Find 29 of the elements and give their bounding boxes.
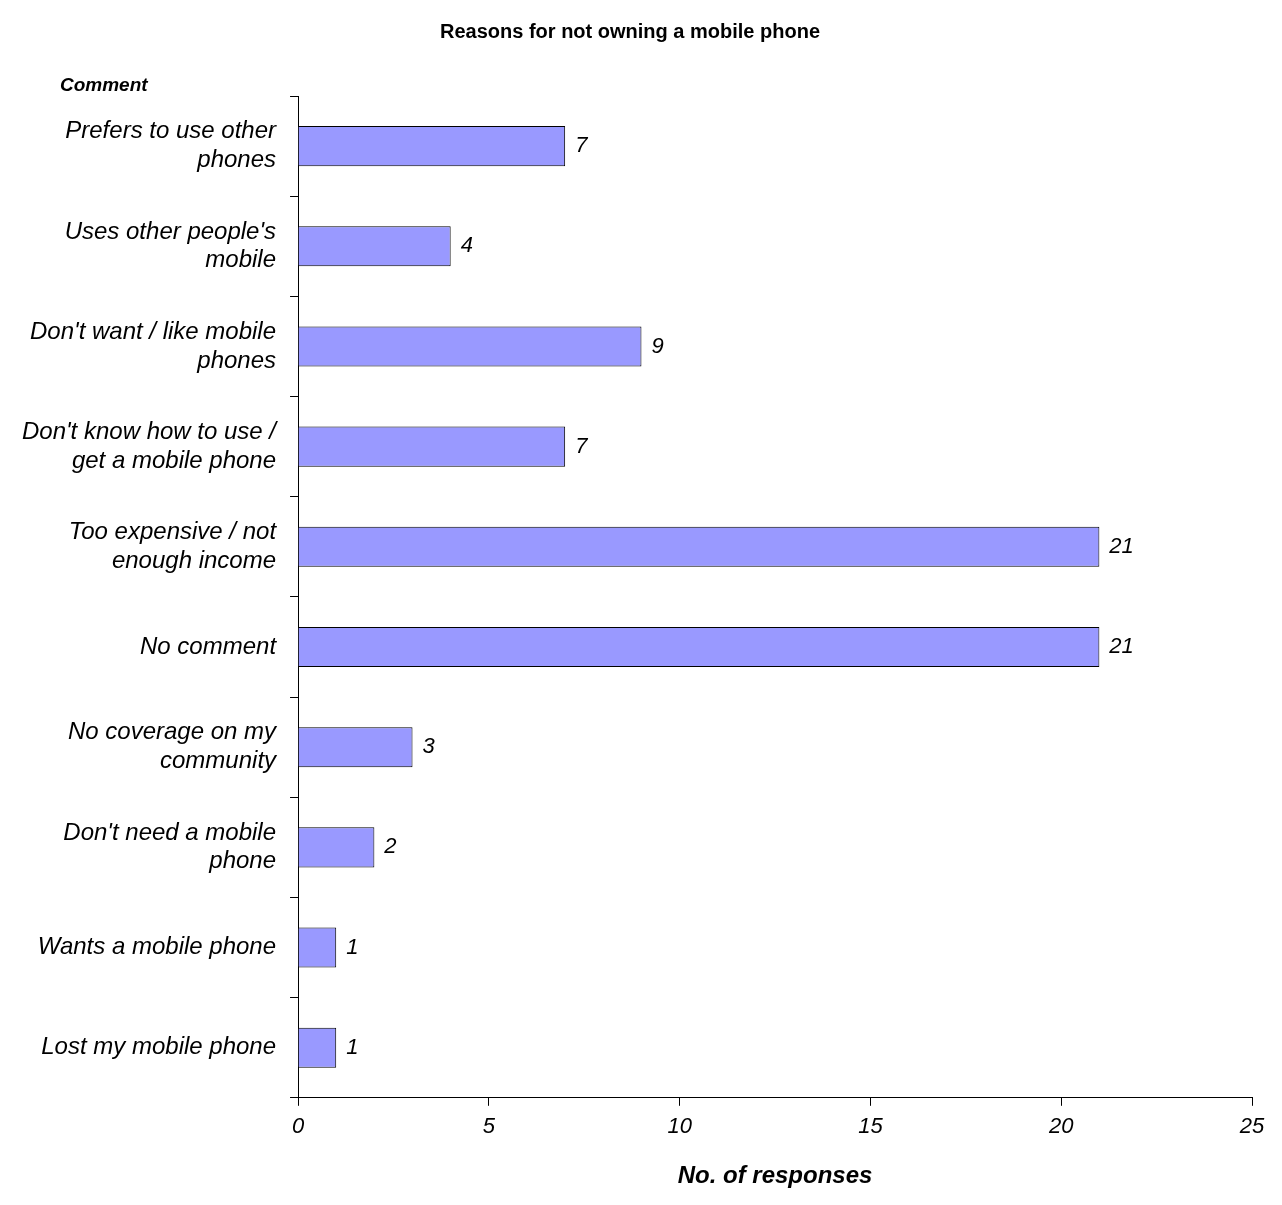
data-label: 2 [383,833,397,859]
data-label: 7 [575,432,589,458]
y-tick-label: Prefers to use other phones [65,116,278,173]
y-tick-label: Lost my mobile phone [41,1032,277,1060]
y-tick-label: Don't know how to use / get a mobile phone [21,416,279,473]
data-label: 9 [651,332,664,358]
data-label: 21 [1108,633,1134,659]
chart-title: Reasons for not owning a mobile phone [439,19,821,42]
y-tick-label: Don't want / like mobile phones [30,316,277,373]
y-tick-label: Don't need a mobile phone [63,817,277,874]
y-tick-label: Too expensive / not enough income [68,517,278,573]
x-tick-label: 15 [858,1113,884,1139]
data-label: 7 [575,132,589,158]
y-tick-label: Wants a mobile phone [37,932,277,960]
data-label: 1 [346,1033,359,1059]
x-tick-label: 10 [667,1113,693,1139]
data-label: 21 [1108,532,1134,558]
x-axis-title: No. of responses [677,1161,873,1189]
y-tick-label: No comment [140,631,278,659]
data-label: 3 [422,733,436,759]
x-tick-label: 0 [291,1113,305,1139]
x-tick-label: 5 [482,1113,496,1139]
x-tick-label: 20 [1047,1113,1075,1139]
data-label: 1 [346,933,359,959]
x-tick-label: 25 [1238,1113,1265,1139]
data-label: 4 [460,232,473,258]
y-tick-label: No coverage on my community [67,717,279,774]
y-tick-label: Uses other people's mobile [64,216,277,273]
y-axis-title: Comment [60,74,149,96]
